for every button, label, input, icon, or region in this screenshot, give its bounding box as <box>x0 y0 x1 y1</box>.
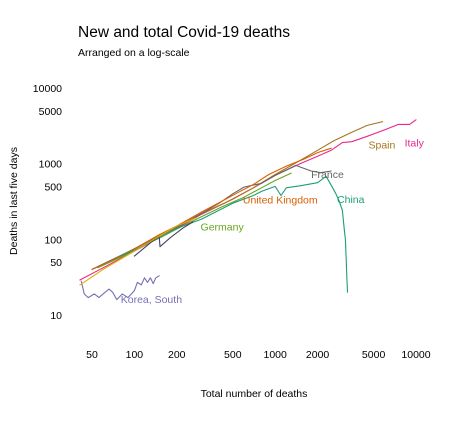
x-tick-label: 5000 <box>362 349 386 361</box>
series-lines <box>79 119 417 301</box>
y-axis-title: Deaths in last five days <box>8 147 20 255</box>
series-line-unlabeled <box>79 217 196 286</box>
x-axis-title: Total number of deaths <box>201 388 308 400</box>
y-tick-label: 500 <box>44 181 62 193</box>
series-label-united-kingdom: United Kingdom <box>243 195 318 207</box>
y-tick-label: 50 <box>50 257 62 269</box>
series-line-united-kingdom <box>91 147 332 270</box>
chart-subtitle: Arranged on a log-scale <box>78 47 190 59</box>
x-tick-label: 500 <box>224 349 242 361</box>
series-label-france: France <box>311 169 344 181</box>
x-tick-label: 200 <box>168 349 186 361</box>
series-line-china <box>120 175 349 293</box>
series-label-korea-south: Korea, South <box>121 294 182 306</box>
x-tick-label: 2000 <box>306 349 330 361</box>
y-tick-label: 10 <box>50 310 62 322</box>
x-tick-labels: 50 100 200 500 1000 2000 5000 10000 <box>86 349 431 361</box>
x-tick-label: 1000 <box>264 349 288 361</box>
series-label-spain: Spain <box>369 139 396 151</box>
y-tick-label: 100 <box>44 234 62 246</box>
series-line-korea-south <box>80 275 160 301</box>
y-tick-label: 1000 <box>39 159 63 171</box>
series-labels: Italy Spain France United Kingdom Germany Chi… <box>121 138 425 306</box>
series-label-italy: Italy <box>405 138 425 150</box>
y-tick-labels: 10 50 100 500 1000 5000 10000 <box>33 83 62 322</box>
x-tick-label: 100 <box>126 349 144 361</box>
chart-title: New and total Covid-19 deaths <box>78 24 290 41</box>
series-line-unlabeled <box>133 221 194 257</box>
series-label-china: China <box>337 194 365 206</box>
x-tick-label: 10000 <box>401 349 430 361</box>
y-tick-label: 10000 <box>33 83 62 95</box>
x-tick-label: 50 <box>86 349 98 361</box>
series-label-germany: Germany <box>201 221 245 233</box>
y-tick-label: 5000 <box>39 106 63 118</box>
